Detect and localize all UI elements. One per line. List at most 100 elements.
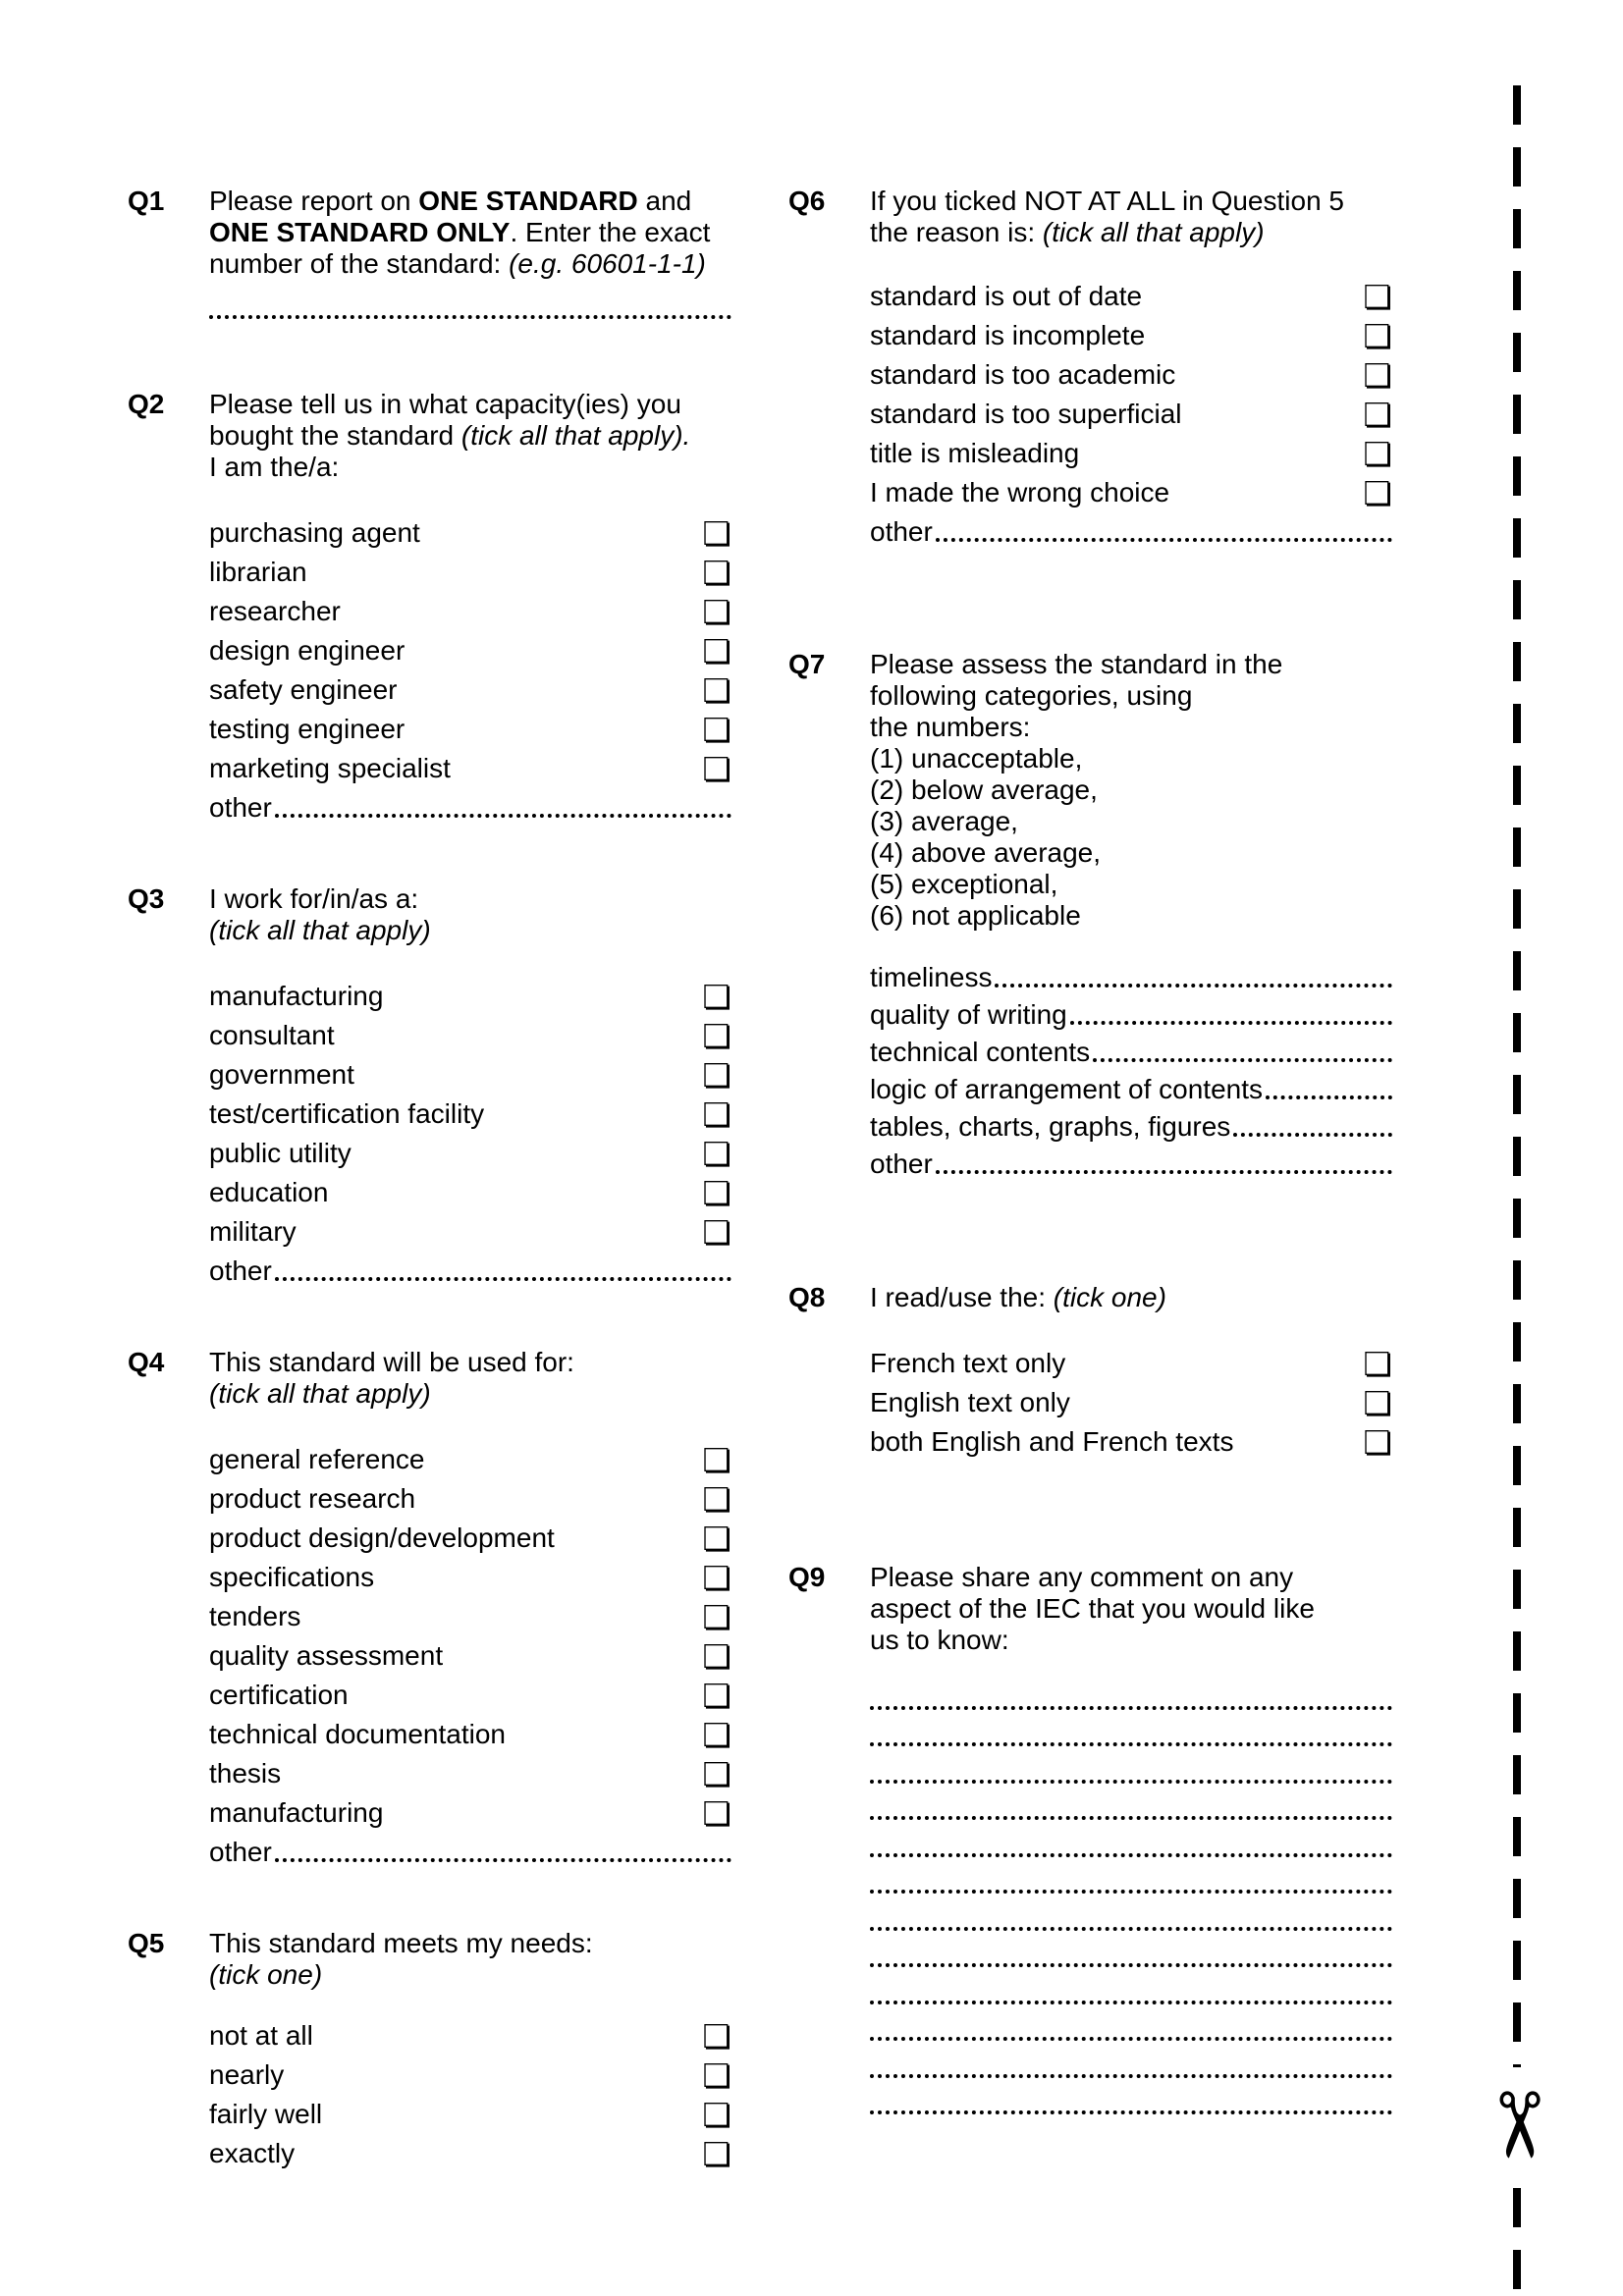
checkbox-icon[interactable]: ❏ <box>702 670 731 710</box>
checkbox-icon[interactable]: ❏ <box>702 1676 731 1715</box>
checkbox-icon[interactable]: ❏ <box>1363 355 1392 395</box>
checkbox-icon[interactable]: ❏ <box>702 1440 731 1479</box>
choice-label: other <box>870 1148 933 1179</box>
comment-line <box>870 1894 1392 1931</box>
choice-row: government ❏ <box>209 1055 731 1095</box>
checkbox-icon[interactable]: ❏ <box>702 553 731 592</box>
checkbox-icon[interactable]: ❏ <box>1363 1344 1392 1383</box>
checkbox-icon[interactable]: ❏ <box>702 631 731 670</box>
choice-label: tenders <box>209 1601 301 1631</box>
checkbox-icon[interactable]: ❏ <box>1363 277 1392 316</box>
question-q6: Q6 If you ticked NOT AT ALL in Question 5… <box>788 186 1392 552</box>
checkbox-icon[interactable]: ❏ <box>702 1212 731 1252</box>
comment-line <box>870 1820 1392 1857</box>
question-text: (3) average, <box>870 806 1018 836</box>
choice-label: researcher <box>209 596 341 626</box>
question-text-line: Please share any comment on any <box>870 1562 1392 1593</box>
choice-label: I made the wrong choice <box>870 477 1170 507</box>
choice-label: not at all <box>209 2020 313 2051</box>
choice-label: marketing specialist <box>209 753 451 783</box>
answer-line <box>209 315 731 319</box>
checkbox-icon[interactable]: ❏ <box>702 710 731 749</box>
question-text: Please report on <box>209 186 419 216</box>
question-text-line: us to know: <box>870 1625 1392 1656</box>
question-text: following categories, using <box>870 680 1193 711</box>
question-text-line: ONE STANDARD ONLY. Enter the exact <box>209 217 731 248</box>
checkbox-icon[interactable]: ❏ <box>702 1597 731 1636</box>
checkbox-icon[interactable]: ❏ <box>702 1558 731 1597</box>
comment-line <box>870 1784 1392 1820</box>
checkbox-icon[interactable]: ❏ <box>702 592 731 631</box>
question-q2: Q2 Please tell us in what capacity(ies) y… <box>128 389 731 828</box>
question-text: Please assess the standard in the <box>870 649 1283 679</box>
question-text: I am the/a: <box>209 452 340 482</box>
checkbox-icon[interactable]: ❏ <box>702 2095 731 2134</box>
question-text-line: This standard will be used for: <box>209 1347 731 1378</box>
question-text: Please share any comment on any <box>870 1562 1294 1592</box>
checkbox-icon[interactable]: ❏ <box>1363 473 1392 512</box>
choice-row: standard is incomplete ❏ <box>870 316 1392 355</box>
question-text-line: (1) unacceptable, <box>870 743 1392 774</box>
choice-row: exactly ❏ <box>209 2134 731 2173</box>
checkbox-icon[interactable]: ❏ <box>702 1715 731 1754</box>
checkbox-icon[interactable]: ❏ <box>702 513 731 553</box>
question-text: ONE STANDARD <box>418 186 638 216</box>
choice-row: French text only ❏ <box>870 1344 1392 1383</box>
comment-line <box>870 1967 1392 2004</box>
choice-label: exactly <box>209 2138 296 2168</box>
question-text: (tick all that apply) <box>209 915 431 945</box>
choice-row: nearly ❏ <box>209 2056 731 2095</box>
choice-row: purchasing agent ❏ <box>209 513 731 553</box>
choice-label: education <box>209 1177 329 1207</box>
cut-here-dashed-line <box>1513 85 1521 2296</box>
checkbox-icon[interactable]: ❏ <box>702 977 731 1016</box>
choice-label: other <box>209 792 272 823</box>
checkbox-icon[interactable]: ❏ <box>702 1793 731 1833</box>
question-q5: Q5 This standard meets my needs: (tick one… <box>128 1928 731 2173</box>
choice-list: timeliness quality of writing technical co… <box>870 959 1392 1183</box>
choice-row: quality of writing <box>870 996 1392 1034</box>
checkbox-icon[interactable]: ❏ <box>702 2134 731 2173</box>
question-text: (tick all that apply) <box>209 1378 431 1409</box>
choice-label: English text only <box>870 1387 1070 1417</box>
checkbox-icon[interactable]: ❏ <box>702 1754 731 1793</box>
checkbox-icon[interactable]: ❏ <box>702 1636 731 1676</box>
checkbox-icon[interactable]: ❏ <box>702 1479 731 1519</box>
checkbox-icon[interactable]: ❏ <box>1363 434 1392 473</box>
question-text: (4) above average, <box>870 837 1102 868</box>
choice-label: tables, charts, graphs, figures <box>870 1111 1231 1142</box>
checkbox-icon[interactable]: ❏ <box>702 1134 731 1173</box>
question-text: This standard will be used for: <box>209 1347 574 1377</box>
choice-label: consultant <box>209 1020 335 1050</box>
choice-row: fairly well ❏ <box>209 2095 731 2134</box>
choice-row: logic of arrangement of contents <box>870 1071 1392 1108</box>
comment-line <box>870 1673 1392 1710</box>
checkbox-icon[interactable]: ❏ <box>702 1173 731 1212</box>
choice-label: test/certification facility <box>209 1098 485 1129</box>
dotted-leader <box>1093 1058 1392 1062</box>
checkbox-icon[interactable]: ❏ <box>1363 316 1392 355</box>
checkbox-icon[interactable]: ❏ <box>702 1519 731 1558</box>
checkbox-icon[interactable]: ❏ <box>702 749 731 788</box>
checkbox-icon[interactable]: ❏ <box>702 1055 731 1095</box>
question-number: Q7 <box>788 649 826 679</box>
question-text: . Enter the exact <box>510 217 711 247</box>
choice-label: product design/development <box>209 1522 555 1553</box>
question-text: (5) exceptional, <box>870 869 1058 899</box>
question-text: (1) unacceptable, <box>870 743 1083 774</box>
question-number: Q3 <box>128 883 165 914</box>
checkbox-icon[interactable]: ❏ <box>1363 395 1392 434</box>
checkbox-icon[interactable]: ❏ <box>702 1095 731 1134</box>
checkbox-icon[interactable]: ❏ <box>1363 1383 1392 1422</box>
question-text-line: following categories, using <box>870 680 1392 712</box>
checkbox-icon[interactable]: ❏ <box>702 2016 731 2056</box>
checkbox-icon[interactable]: ❏ <box>702 1016 731 1055</box>
question-number: Q8 <box>788 1282 826 1312</box>
checkbox-icon[interactable]: ❏ <box>1363 1422 1392 1462</box>
choice-row: title is misleading ❏ <box>870 434 1392 473</box>
choice-label: general reference <box>209 1444 425 1474</box>
checkbox-icon[interactable]: ❏ <box>702 2056 731 2095</box>
choice-label: manufacturing <box>209 1797 384 1828</box>
choice-row: other <box>209 788 731 828</box>
choice-label: certification <box>209 1680 349 1710</box>
